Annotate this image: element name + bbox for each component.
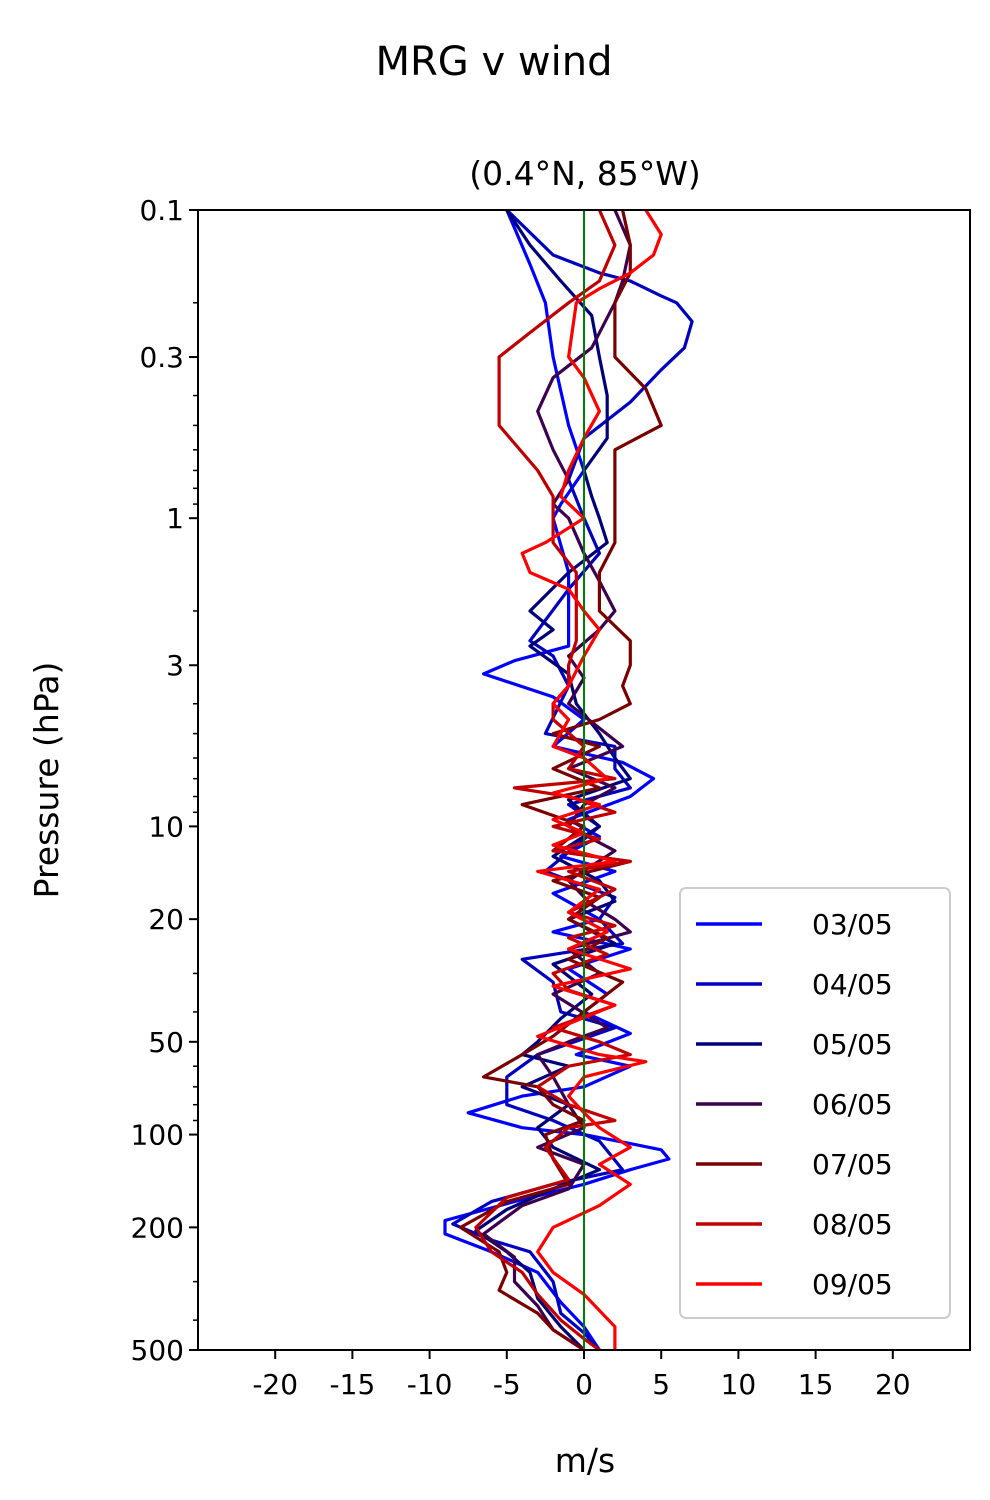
series-line-2 — [451, 210, 694, 1350]
x-tick-label: 0 — [575, 1368, 593, 1401]
y-tick-label: 500 — [131, 1334, 184, 1367]
legend-label-5: 07/05 — [812, 1148, 893, 1181]
legend-box — [679, 887, 951, 1319]
series-line-7 — [520, 210, 663, 1350]
y-tick-label: 0.3 — [139, 341, 184, 374]
chart-subtitle: (0.4°N, 85°W) — [469, 154, 701, 193]
plot-area: -20 -15 -10 -5 0 5 10 15 20 0.1 0.3 1 3 10 20 50 100 200 5… — [131, 194, 971, 1401]
series-line-5 — [458, 210, 663, 1350]
x-tick-label: 15 — [798, 1368, 834, 1401]
series-lines — [443, 210, 694, 1350]
x-tick-label: 20 — [875, 1368, 911, 1401]
x-tick-label: 10 — [721, 1368, 757, 1401]
x-tick-label: -15 — [330, 1368, 376, 1401]
y-axis-label: Pressure (hPa) — [27, 662, 66, 899]
y-tick-label: 100 — [131, 1119, 184, 1152]
x-tick-label: -20 — [252, 1368, 298, 1401]
y-tick-label: 3 — [166, 649, 184, 682]
chart-title: MRG v wind — [376, 39, 613, 85]
legend: 03/05 04/05 05/05 06/05 07/05 08/05 09/05 — [679, 887, 951, 1319]
series-line-1 — [443, 210, 671, 1350]
y-tick-label: 0.1 — [139, 194, 184, 227]
x-tick-label: 5 — [652, 1368, 670, 1401]
y-tick-label: 10 — [148, 810, 184, 843]
legend-label-4: 06/05 — [812, 1088, 893, 1121]
legend-label-6: 08/05 — [812, 1208, 893, 1241]
legend-label-1: 03/05 — [812, 908, 893, 941]
x-axis-label: m/s — [555, 1441, 615, 1480]
y-tick-label: 1 — [166, 502, 184, 535]
x-tick-label: -10 — [407, 1368, 453, 1401]
x-tick-label: -5 — [493, 1368, 521, 1401]
legend-label-7: 09/05 — [812, 1268, 893, 1301]
legend-label-2: 04/05 — [812, 968, 893, 1001]
y-tick-label: 20 — [148, 903, 184, 936]
y-tick-label: 200 — [131, 1211, 184, 1244]
y-tick-label: 50 — [148, 1026, 184, 1059]
legend-label-3: 05/05 — [812, 1028, 893, 1061]
